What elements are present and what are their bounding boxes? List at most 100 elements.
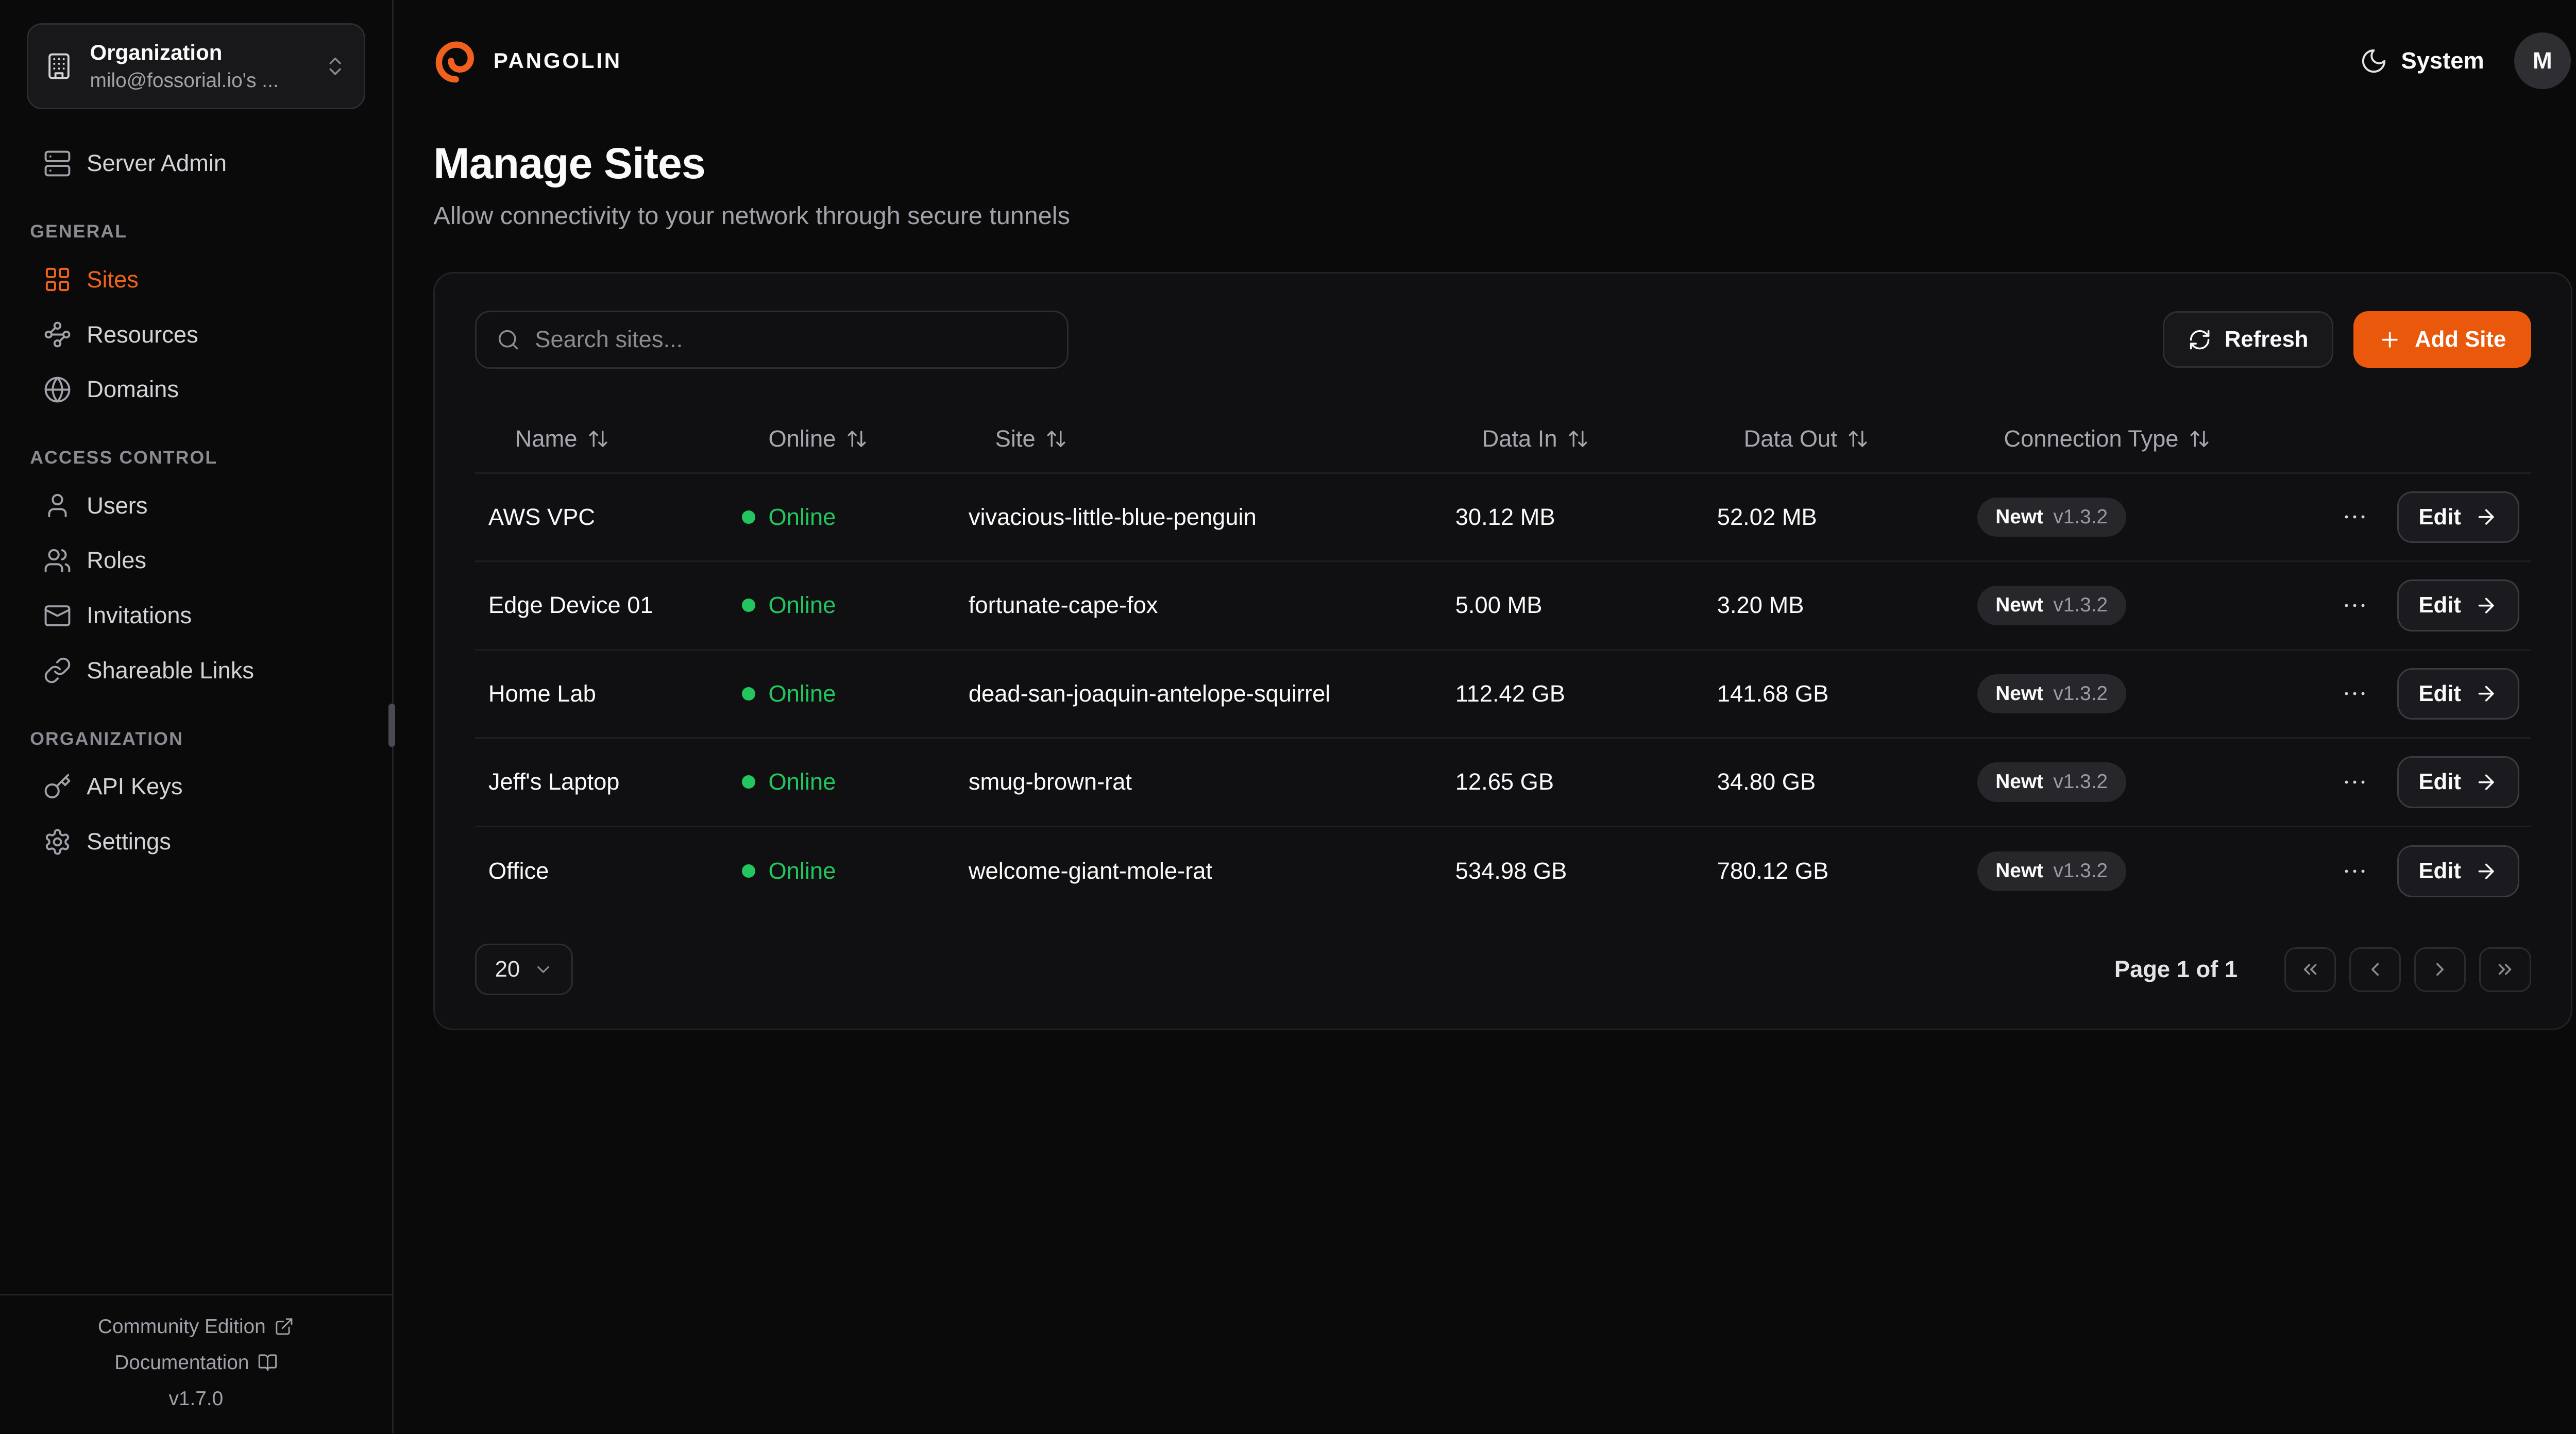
column-header-site[interactable]: Site bbox=[955, 425, 1442, 452]
sidebar-item-sites[interactable]: Sites bbox=[27, 252, 365, 307]
first-page-button[interactable] bbox=[2284, 947, 2336, 992]
sidebar: Organization milo@fossorial.io's ... Ser… bbox=[0, 0, 396, 1433]
brand-name: PANGOLIN bbox=[493, 48, 622, 73]
refresh-icon bbox=[2190, 330, 2210, 349]
edit-button[interactable]: Edit bbox=[2397, 756, 2519, 808]
ellipsis-icon bbox=[2345, 869, 2365, 873]
row-menu-button[interactable] bbox=[2341, 768, 2369, 796]
prev-page-button[interactable] bbox=[2349, 947, 2401, 992]
column-header-name[interactable]: Name bbox=[475, 425, 728, 452]
row-actions: Edit bbox=[2320, 579, 2531, 631]
waypoints-icon bbox=[44, 321, 71, 348]
sidebar-item-settings[interactable]: Settings bbox=[27, 814, 365, 869]
sidebar-item-api-keys[interactable]: API Keys bbox=[27, 759, 365, 814]
add-site-label: Add Site bbox=[2415, 327, 2506, 352]
users-icon bbox=[48, 494, 67, 518]
sidebar-item-shareable-links[interactable]: Shareable Links bbox=[27, 643, 365, 698]
row-actions: Edit bbox=[2320, 668, 2531, 720]
pagination: Page 1 of 1 bbox=[2114, 947, 2531, 992]
org-picker[interactable]: Organization milo@fossorial.io's ... bbox=[26, 23, 365, 110]
sort-icon bbox=[1849, 431, 1867, 447]
sidebar-item-roles[interactable]: Roles bbox=[27, 533, 365, 588]
column-header-online[interactable]: Online bbox=[728, 425, 955, 452]
org-picker-texts: Organization milo@fossorial.io's ... bbox=[90, 38, 307, 94]
globe-icon bbox=[44, 377, 71, 403]
add-site-button[interactable]: Add Site bbox=[2353, 311, 2531, 368]
data-out: 780.12 GB bbox=[1717, 858, 1829, 884]
connection-name: Newt bbox=[1995, 682, 2043, 705]
row-menu-button[interactable] bbox=[2341, 503, 2369, 531]
server-icon bbox=[44, 150, 71, 177]
sidebar-item-domains[interactable]: Domains bbox=[27, 362, 365, 417]
section-label-organization: ORGANIZATION bbox=[30, 728, 183, 749]
table-header-row: Name Online Site Data In Data Out Connec… bbox=[475, 405, 2531, 474]
theme-toggle-button[interactable]: System bbox=[2360, 47, 2484, 75]
connection-name: Newt bbox=[1995, 505, 2043, 528]
column-header-data-out[interactable]: Data Out bbox=[1704, 425, 1964, 452]
row-menu-button[interactable] bbox=[2341, 857, 2369, 885]
sites-icon bbox=[46, 268, 70, 292]
sidebar-item-resources[interactable]: Resources bbox=[27, 307, 365, 362]
version-label: v1.7.0 bbox=[168, 1387, 224, 1410]
sidebar-item-invitations[interactable]: Invitations bbox=[27, 588, 365, 643]
data-in: 112.42 GB bbox=[1455, 680, 1565, 707]
book-icon bbox=[258, 1354, 277, 1371]
sidebar-item-server-admin[interactable]: Server Admin bbox=[27, 136, 365, 191]
page-size-select[interactable]: 20 bbox=[475, 944, 573, 996]
column-header-connection-type[interactable]: Connection Type bbox=[1964, 425, 2321, 452]
last-page-button[interactable] bbox=[2479, 947, 2531, 992]
sidebar-item-label: API Keys bbox=[87, 773, 183, 800]
online-label: Online bbox=[768, 592, 836, 619]
brand[interactable]: PANGOLIN bbox=[433, 38, 622, 83]
next-page-button[interactable] bbox=[2414, 947, 2466, 992]
connection-version: v1.3.2 bbox=[2053, 594, 2108, 617]
chevron-right-icon bbox=[2436, 963, 2444, 976]
connection-type-cell: Newt v1.3.2 bbox=[1964, 762, 2321, 802]
edit-button[interactable]: Edit bbox=[2397, 579, 2519, 631]
toolbar-actions: Refresh Add Site bbox=[2163, 311, 2531, 368]
mail-icon bbox=[44, 605, 71, 626]
connection-version: v1.3.2 bbox=[2053, 682, 2108, 705]
community-edition-link[interactable]: Community Edition bbox=[16, 1316, 375, 1338]
sort-icon bbox=[1569, 431, 1587, 447]
documentation-link[interactable]: Documentation bbox=[16, 1352, 375, 1374]
community-edition-label: Community Edition bbox=[97, 1315, 266, 1338]
data-out: 141.68 GB bbox=[1717, 680, 1829, 707]
sidebar-item-users[interactable]: Users bbox=[27, 478, 365, 533]
pagination-buttons bbox=[2284, 947, 2531, 992]
page-subtitle: Allow connectivity to your network throu… bbox=[433, 202, 1070, 230]
edit-button[interactable]: Edit bbox=[2397, 491, 2519, 543]
avatar[interactable]: M bbox=[2514, 32, 2571, 90]
gear-icon bbox=[46, 829, 70, 855]
connection-badge: Newt v1.3.2 bbox=[1977, 851, 2126, 891]
pangolin-logo-icon bbox=[433, 38, 478, 83]
external-link-icon bbox=[276, 1318, 293, 1335]
data-in: 12.65 GB bbox=[1455, 769, 1554, 795]
plus-icon bbox=[2382, 332, 2398, 348]
table-row: Office Online welcome-giant-mole-rat 534… bbox=[475, 827, 2531, 916]
edit-label: Edit bbox=[2418, 858, 2461, 884]
column-label: Online bbox=[768, 425, 836, 452]
sidebar-resize-handle[interactable] bbox=[388, 703, 396, 747]
row-menu-button[interactable] bbox=[2341, 679, 2369, 708]
building-icon bbox=[48, 53, 70, 79]
sidebar-item-label: Settings bbox=[87, 828, 171, 855]
online-dot-icon bbox=[741, 510, 755, 524]
sites-card: Refresh Add Site Name Online Site Data I… bbox=[433, 272, 2573, 1031]
edit-button[interactable]: Edit bbox=[2397, 845, 2519, 897]
search-input[interactable] bbox=[535, 326, 1047, 353]
ellipsis-icon bbox=[2345, 780, 2365, 784]
org-picker-title: Organization bbox=[90, 40, 223, 65]
column-label: Data In bbox=[1482, 425, 1557, 452]
column-header-data-in[interactable]: Data In bbox=[1442, 425, 1704, 452]
connection-badge: Newt v1.3.2 bbox=[1977, 586, 2126, 625]
theme-label: System bbox=[2401, 47, 2484, 74]
site-name: Jeff's Laptop bbox=[488, 769, 620, 795]
refresh-button[interactable]: Refresh bbox=[2163, 311, 2333, 368]
row-menu-button[interactable] bbox=[2341, 591, 2369, 620]
page-title: Manage Sites bbox=[433, 139, 705, 187]
site-name: Home Lab bbox=[488, 680, 596, 707]
sidebar-item-label: Invitations bbox=[87, 602, 192, 629]
connection-type-cell: Newt v1.3.2 bbox=[1964, 586, 2321, 625]
edit-button[interactable]: Edit bbox=[2397, 668, 2519, 720]
